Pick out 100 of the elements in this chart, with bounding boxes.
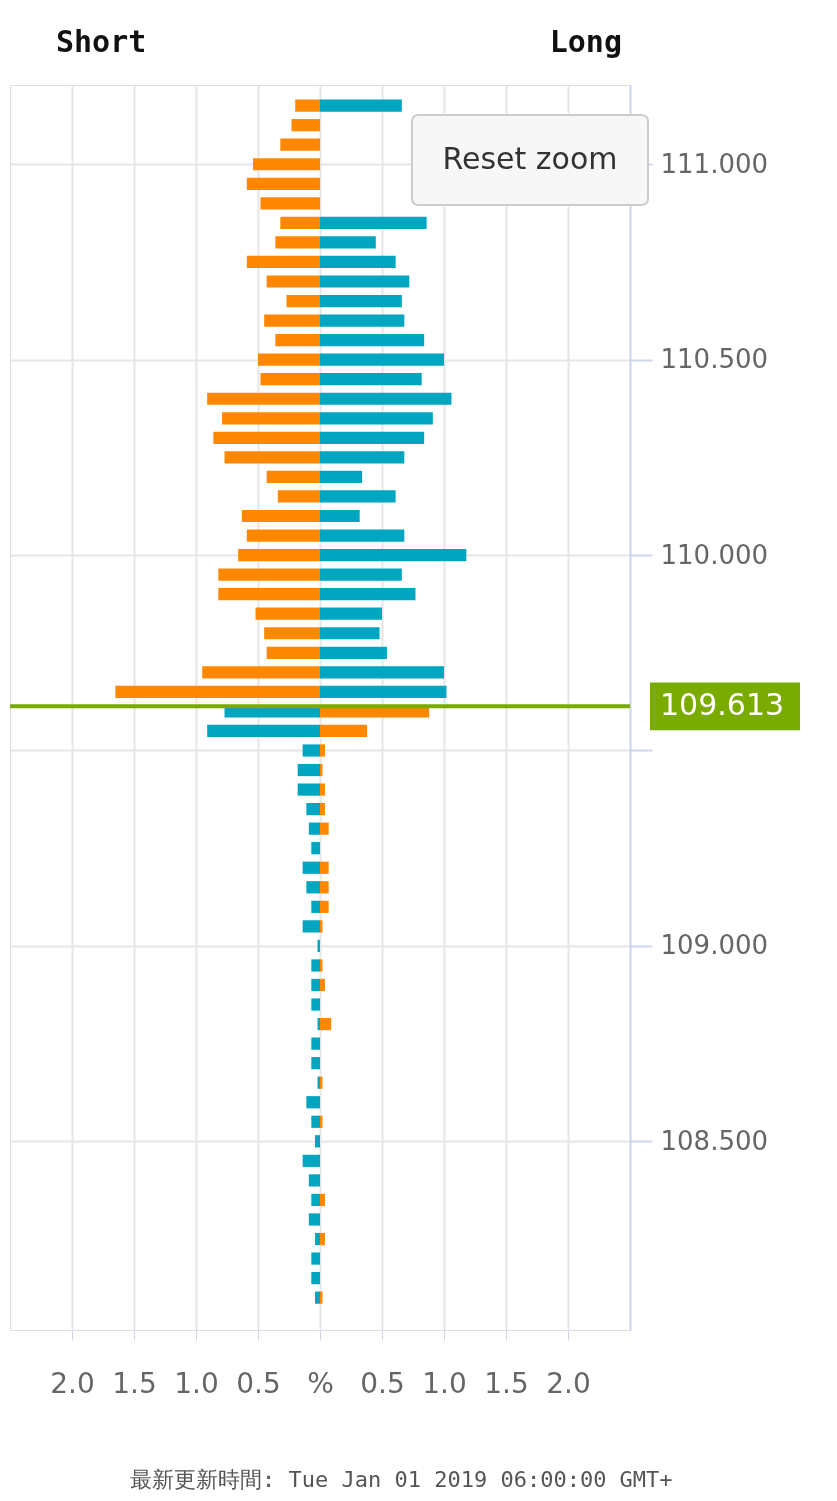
bar bbox=[311, 900, 320, 913]
bar bbox=[213, 431, 320, 444]
bar bbox=[320, 294, 402, 308]
y-tick-label: 110.000 bbox=[660, 539, 769, 570]
bar bbox=[311, 1193, 320, 1207]
bar bbox=[320, 1017, 332, 1031]
y-tick-label: 108.500 bbox=[660, 1125, 769, 1156]
bar bbox=[315, 1232, 320, 1246]
bar bbox=[275, 236, 320, 249]
bar bbox=[224, 451, 320, 464]
bar bbox=[218, 588, 320, 601]
text: 最新更新時間: Tue Jan 01 2019 06:00:00 GMT+ bbox=[130, 1467, 673, 1492]
bar bbox=[315, 1135, 320, 1148]
bar bbox=[320, 588, 416, 601]
ref-line-label: 109.613 bbox=[660, 687, 785, 723]
bar bbox=[311, 1252, 320, 1265]
bar bbox=[320, 666, 444, 679]
bar bbox=[320, 392, 452, 405]
bar bbox=[302, 861, 320, 874]
bar bbox=[302, 920, 320, 933]
bar bbox=[264, 314, 320, 327]
bar bbox=[311, 978, 320, 992]
bar bbox=[320, 412, 433, 425]
bar bbox=[320, 1193, 325, 1207]
bar bbox=[258, 353, 320, 366]
bar bbox=[302, 744, 320, 757]
bar bbox=[311, 1057, 320, 1070]
bar bbox=[320, 803, 325, 816]
bar bbox=[238, 548, 320, 562]
x-tick-label: 0.5 bbox=[360, 1366, 405, 1400]
bar bbox=[297, 783, 320, 796]
bar bbox=[320, 822, 329, 835]
bar bbox=[246, 177, 320, 190]
bar bbox=[115, 685, 320, 698]
bar bbox=[241, 509, 320, 523]
x-tick-label: % bbox=[307, 1366, 334, 1400]
bar bbox=[320, 431, 425, 444]
bar bbox=[320, 607, 382, 620]
bar bbox=[311, 842, 320, 855]
bar bbox=[246, 255, 320, 269]
bar bbox=[320, 236, 376, 249]
bar bbox=[320, 783, 325, 796]
bar bbox=[320, 334, 425, 347]
bar bbox=[320, 1232, 325, 1246]
bar bbox=[320, 490, 396, 503]
bar bbox=[311, 1037, 320, 1050]
bar bbox=[291, 119, 320, 132]
bar bbox=[202, 666, 320, 679]
bar bbox=[280, 138, 320, 151]
bar bbox=[260, 373, 320, 386]
bar bbox=[308, 1213, 320, 1226]
bar bbox=[311, 959, 320, 972]
bar bbox=[264, 627, 320, 640]
x-tick-label: 1.5 bbox=[112, 1366, 157, 1400]
x-tick-label: 1.0 bbox=[422, 1366, 467, 1400]
bar bbox=[311, 1271, 320, 1285]
annotation: Reset zoom bbox=[442, 141, 618, 176]
bar bbox=[295, 99, 320, 112]
bar bbox=[266, 275, 320, 288]
bar bbox=[308, 1174, 320, 1187]
bar bbox=[277, 490, 320, 503]
bar bbox=[306, 881, 320, 894]
bar bbox=[320, 373, 422, 386]
bar bbox=[306, 1096, 320, 1109]
bar bbox=[255, 607, 320, 620]
bar bbox=[320, 216, 427, 229]
bar bbox=[320, 685, 447, 698]
bar bbox=[320, 99, 402, 112]
bar bbox=[275, 334, 320, 347]
bar bbox=[320, 451, 405, 464]
bar bbox=[320, 881, 329, 894]
bar bbox=[280, 216, 320, 229]
bar bbox=[320, 314, 405, 327]
bar bbox=[306, 803, 320, 816]
x-tick-label: 2.0 bbox=[50, 1366, 95, 1400]
bar bbox=[222, 412, 320, 425]
bar bbox=[320, 353, 444, 366]
bar bbox=[320, 646, 387, 659]
bar bbox=[246, 529, 320, 542]
bar bbox=[320, 900, 329, 913]
x-tick-label: 0.5 bbox=[236, 1366, 281, 1400]
bar bbox=[320, 744, 325, 757]
bar bbox=[315, 1291, 320, 1304]
bar bbox=[320, 509, 360, 523]
bar bbox=[218, 568, 320, 581]
bar bbox=[320, 275, 410, 288]
y-tick-label: 111.000 bbox=[660, 148, 769, 179]
bar bbox=[320, 861, 329, 874]
bar bbox=[308, 822, 320, 835]
bar bbox=[320, 978, 325, 992]
bar bbox=[320, 548, 467, 562]
bar bbox=[207, 392, 320, 405]
x-tick-label: 1.0 bbox=[174, 1366, 219, 1400]
bar bbox=[311, 998, 320, 1011]
bar bbox=[297, 763, 320, 777]
bar bbox=[286, 294, 320, 308]
x-tick-label: 1.5 bbox=[484, 1366, 529, 1400]
y-tick-label: 109.000 bbox=[660, 930, 769, 961]
bar bbox=[320, 529, 405, 542]
bar bbox=[320, 255, 396, 269]
